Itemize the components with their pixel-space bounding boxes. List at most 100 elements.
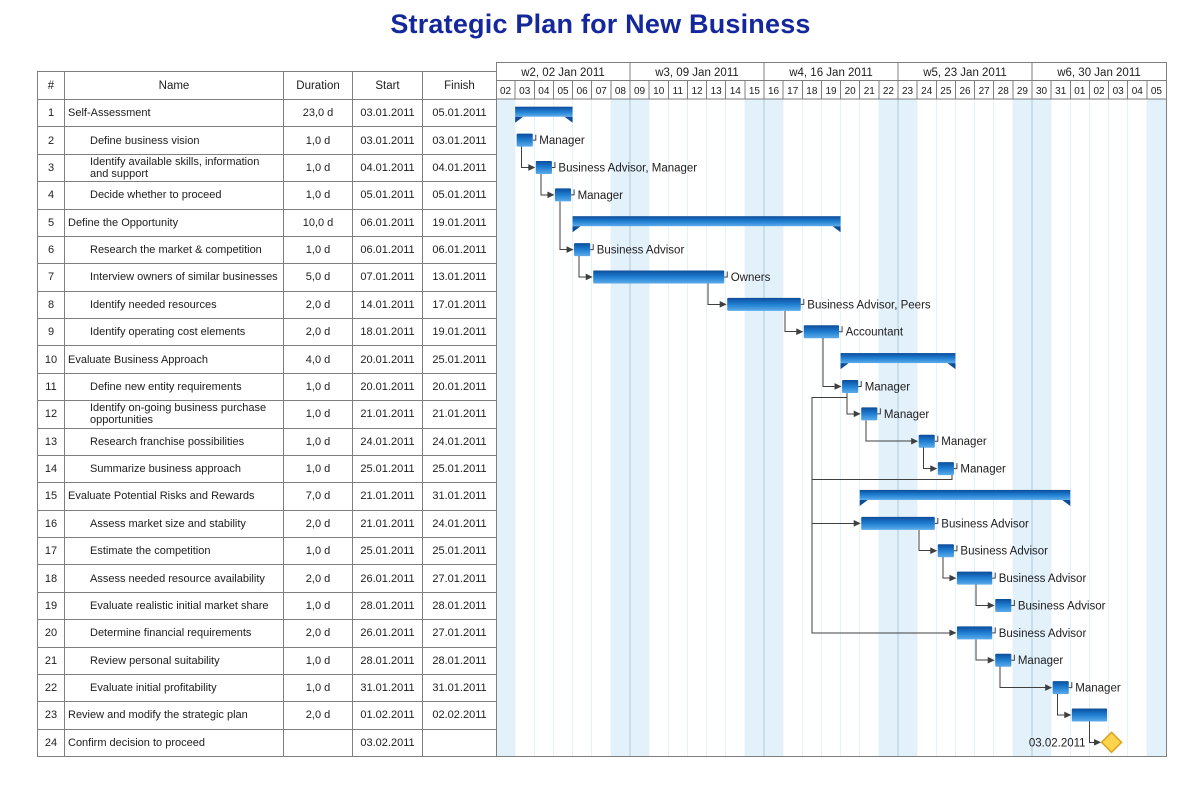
table-row[interactable]: 7 Interview owners of similar businesses 5… [37,263,497,292]
finish-date-cell: 27.01.2011 [422,564,497,593]
day-header-label: 23 [902,86,914,97]
table-row[interactable]: 3 Identify available skills, information … [37,153,497,183]
table-row[interactable]: 19 Evaluate realistic initial market shar… [37,591,497,621]
duration-cell: 4,0 d [283,345,353,374]
bar-label-connector [934,517,939,524]
gantt-task-bar[interactable] [535,160,552,174]
weekend-band [630,99,650,757]
day-header-label: 27 [979,86,991,97]
dependency-arrowhead [949,574,957,582]
gantt-task-bar[interactable] [842,379,859,393]
bar-resource-label: Business Advisor [999,573,1087,585]
table-row[interactable]: 1 Self-Assessment 23,0 d 03.01.2011 05.01.20… [37,98,497,128]
row-number-cell: 8 [37,290,65,320]
duration-cell: 1,0 d [283,673,353,703]
finish-date-cell: 05.01.2011 [422,98,497,128]
gantt-task-bar[interactable] [956,571,993,585]
gantt-task-bar[interactable] [516,133,533,147]
duration-cell: 5,0 d [283,263,353,292]
row-number-cell: 16 [37,509,65,539]
gantt-task-bar[interactable] [918,434,935,448]
gantt-summary-bar[interactable] [840,353,956,364]
gantt-task-bar[interactable] [1052,681,1069,695]
finish-date-cell: 21.01.2011 [422,400,497,429]
weekend-band [764,99,784,757]
day-header-label: 22 [883,86,895,97]
row-number-cell: 15 [37,482,65,511]
table-row[interactable]: 9 Identify operating cost elements 2,0 d 18… [37,317,497,347]
gantt-task-bar[interactable] [861,407,878,421]
day-header-label: 03 [519,86,531,97]
table-row[interactable]: 18 Assess needed resource availability 2,0… [37,564,497,593]
gantt-summary-bar[interactable] [572,216,841,227]
table-row[interactable]: 24 Confirm decision to proceed 03.02.2011 [37,728,497,758]
page-title: Strategic Plan for New Business [390,9,811,39]
day-header-label: 19 [825,86,837,97]
finish-date-cell: 02.02.2011 [422,701,497,730]
gantt-task-bar[interactable] [995,653,1012,667]
day-header-label: 10 [653,86,665,97]
table-row[interactable]: 5 Define the Opportunity 10,0 d 06.01.2011 1… [37,208,497,237]
table-row[interactable]: 11 Define new entity requirements 1,0 d 20.… [37,372,497,402]
table-row[interactable]: 8 Identify needed resources 2,0 d 14.01.201… [37,290,497,320]
bar-resource-label: Business Advisor [941,518,1029,530]
gantt-task-bar[interactable] [593,270,725,284]
start-date-cell: 28.01.2011 [352,646,423,675]
table-row[interactable]: 14 Summarize business approach 1,0 d 25.01.… [37,454,497,484]
bar-resource-label: Manager [865,381,911,393]
bar-label-connector [992,627,996,634]
duration-cell: 2,0 d [283,619,353,648]
task-name-cell: Interview owners of similar businesses [64,263,284,292]
gantt-task-bar[interactable] [995,598,1012,612]
duration-cell: 1,0 d [283,427,353,456]
gantt-task-bar[interactable] [956,626,993,640]
gantt-task-bar[interactable] [861,516,935,530]
gantt-summary-bar[interactable] [859,489,1071,500]
row-number-cell: 7 [37,263,65,292]
summary-bar-right-cap [832,226,841,233]
table-row[interactable]: 12 Identify on-going business purchase op… [37,400,497,429]
table-row[interactable]: 2 Define business vision 1,0 d 03.01.2011 03… [37,126,497,155]
dependency-arrowhead [1094,739,1102,746]
bar-label-connector [1068,682,1073,689]
day-header-label: 04 [1132,86,1144,97]
bar-resource-label: Accountant [846,327,904,339]
row-number-cell: 22 [37,673,65,703]
duration-cell: 7,0 d [283,482,353,511]
table-row[interactable]: 10 Evaluate Business Approach 4,0 d 20.01.2… [37,345,497,374]
dependency-arrowhead [987,656,995,664]
col-header-number: # [37,71,65,100]
row-number-cell: 9 [37,317,65,347]
start-date-cell: 14.01.2011 [352,290,423,320]
dependency-link [784,310,798,333]
table-row[interactable]: 15 Evaluate Potential Risks and Rewards 7,… [37,482,497,511]
gantt-task-bar[interactable] [1071,708,1108,722]
summary-bar-left-cap [859,499,868,506]
table-row[interactable]: 17 Estimate the competition 1,0 d 25.01.201… [37,536,497,566]
gantt-task-bar[interactable] [554,188,572,202]
week-header-label: w2, 02 Jan 2011 [520,67,605,79]
gantt-task-bar[interactable] [803,325,840,339]
day-header-label: 09 [634,86,646,97]
gantt-task-bar[interactable] [937,462,954,476]
start-date-cell: 28.01.2011 [352,591,423,621]
finish-date-cell: 19.01.2011 [422,208,497,237]
gantt-task-bar[interactable] [574,243,591,257]
table-row[interactable]: 21 Review personal suitability 1,0 d 28.01.… [37,646,497,675]
table-row[interactable]: 4 Decide whether to proceed 1,0 d 05.01.201… [37,181,497,210]
gantt-summary-bar[interactable] [515,106,573,117]
gantt-milestone-diamond[interactable] [1100,731,1123,754]
start-date-cell: 21.01.2011 [352,509,423,539]
weekend-band [1032,99,1052,757]
duration-cell [283,728,353,758]
table-row[interactable]: 23 Review and modify the strategic plan 2,… [37,701,497,730]
table-row[interactable]: 22 Evaluate initial profitability 1,0 d 31.… [37,673,497,703]
task-name-cell: Confirm decision to proceed [64,728,284,758]
day-header-label: 13 [711,86,723,97]
gantt-task-bar[interactable] [937,544,954,558]
gantt-task-bar[interactable] [727,297,801,311]
